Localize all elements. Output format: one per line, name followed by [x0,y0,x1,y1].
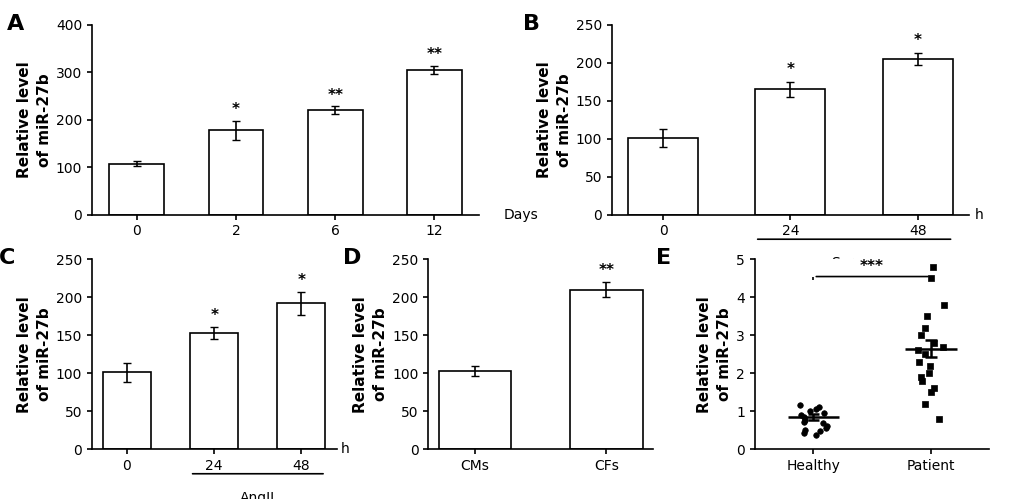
Point [792,411,808,419]
Point [924,263,941,271]
Text: *: * [231,102,239,117]
Bar [308,110,362,215]
Point [791,402,807,410]
Point [801,407,817,415]
Text: A: A [6,13,23,33]
Bar [109,164,164,215]
Bar [277,303,325,449]
Text: ***: *** [859,258,883,273]
Text: Serum: Serum [830,256,876,270]
Point [918,312,934,320]
Point [922,274,938,282]
Bar [755,89,824,215]
Point [934,301,951,309]
Text: *: * [210,308,218,323]
Point [920,362,936,370]
Text: *: * [786,62,794,77]
Point [916,324,932,332]
Y-axis label: Relative level
of miR-27b: Relative level of miR-27b [536,61,572,178]
Y-axis label: Relative level
of miR-27b: Relative level of miR-27b [16,296,52,413]
Point [795,418,811,426]
Y-axis label: Relative level
of miR-27b: Relative level of miR-27b [353,296,388,413]
Bar [209,130,263,215]
Text: h: h [340,442,350,456]
Point [909,346,925,354]
Bar [103,372,151,449]
Point [934,343,951,351]
Point [922,388,938,396]
Point [796,429,812,437]
Text: B: B [522,13,539,33]
Point [811,427,827,435]
Text: **: ** [327,88,342,103]
Point [920,369,936,377]
Text: *: * [913,33,921,48]
Text: C: C [0,248,15,268]
Y-axis label: Relative level
of miR-27b: Relative level of miR-27b [16,61,52,178]
Point [807,405,823,413]
Point [925,339,942,347]
Bar [438,371,511,449]
Text: Days: Days [503,208,538,222]
Point [912,331,928,339]
Text: **: ** [598,263,613,278]
Bar [881,59,952,215]
Text: **: ** [426,47,442,62]
Text: E: E [655,248,671,268]
Bar [628,138,698,215]
Point [912,373,928,381]
Point [817,422,834,430]
Y-axis label: Relative level
of miR-27b: Relative level of miR-27b [697,296,732,413]
Point [814,419,830,427]
Point [913,377,929,385]
Bar [190,333,238,449]
Bar [407,70,462,215]
Point [909,358,925,366]
Point [817,424,834,432]
Text: D: D [342,248,361,268]
Point [807,431,823,439]
Text: AngII: AngII [240,491,275,499]
Point [815,409,832,417]
Bar [570,290,642,449]
Point [797,416,813,424]
Point [796,426,812,434]
Point [795,413,811,421]
Point [924,384,941,392]
Text: h: h [974,208,983,222]
Point [916,400,932,408]
Point [916,350,932,358]
Text: *: * [298,273,305,288]
Point [810,403,826,411]
Point [929,415,946,423]
